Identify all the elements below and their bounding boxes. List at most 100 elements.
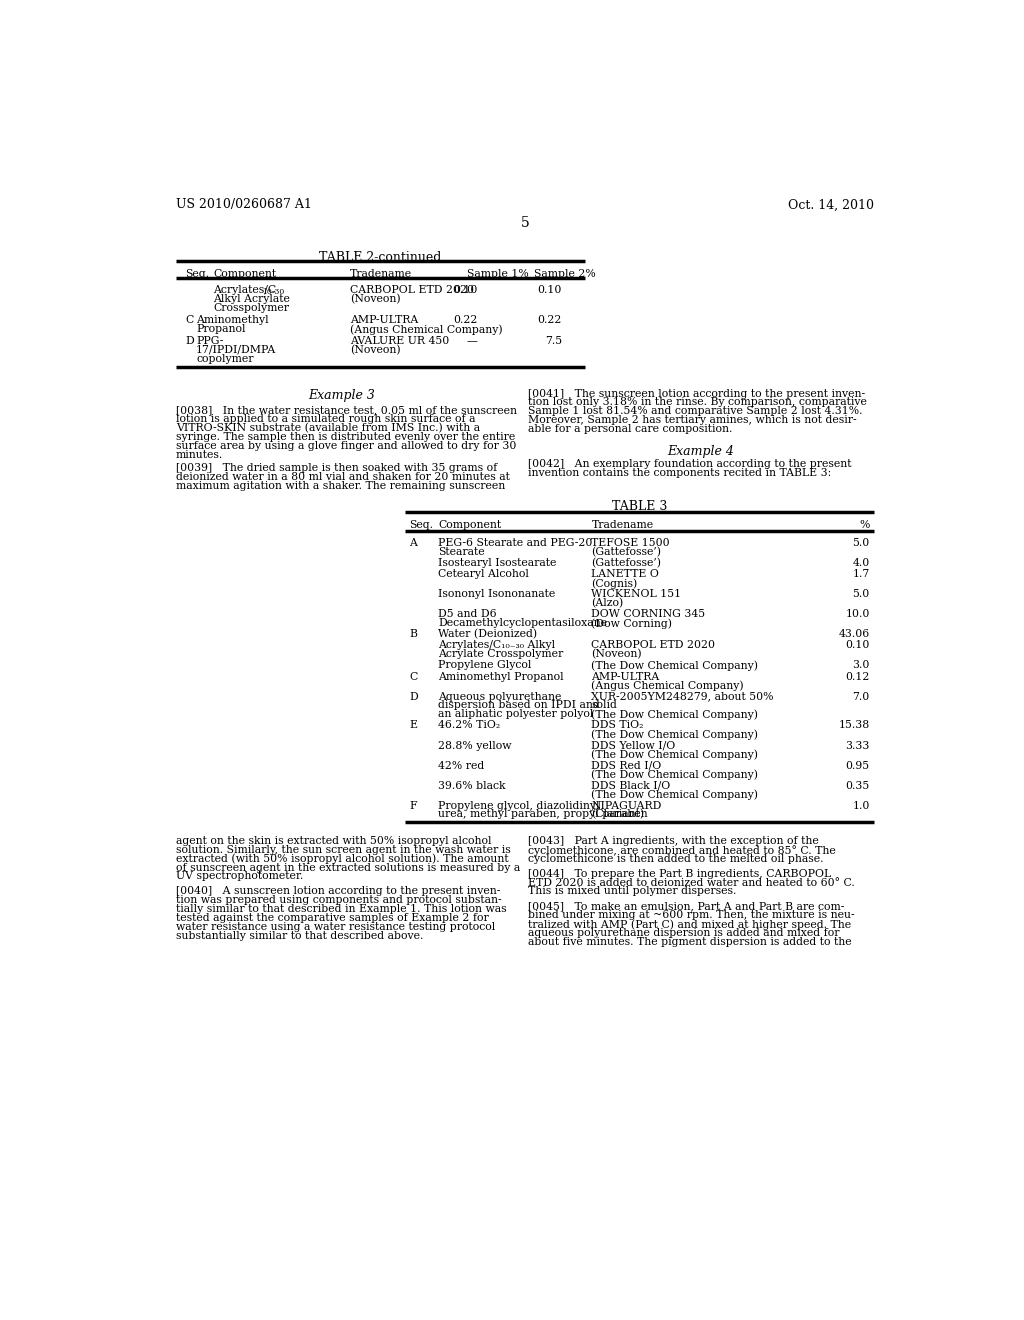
Text: Isostearyl Isostearate: Isostearyl Isostearate: [438, 558, 556, 568]
Text: C: C: [185, 315, 194, 325]
Text: 0.12: 0.12: [845, 672, 869, 681]
Text: Moreover, Sample 2 has tertiary amines, which is not desir-: Moreover, Sample 2 has tertiary amines, …: [528, 416, 856, 425]
Text: tralized with AMP (Part C) and mixed at higher speed. The: tralized with AMP (Part C) and mixed at …: [528, 919, 851, 929]
Text: agent on the skin is extracted with 50% isopropyl alcohol: agent on the skin is extracted with 50% …: [176, 836, 492, 846]
Text: Sample 1 lost 81.54% and comparative Sample 2 lost 4.31%.: Sample 1 lost 81.54% and comparative Sam…: [528, 407, 862, 416]
Text: Seq.: Seq.: [410, 520, 433, 529]
Text: AMP-ULTRA: AMP-ULTRA: [349, 315, 418, 325]
Text: DDS Black I/O: DDS Black I/O: [592, 780, 671, 791]
Text: WICKENOL 151: WICKENOL 151: [592, 589, 682, 599]
Text: 5.0: 5.0: [852, 589, 869, 599]
Text: 0.22: 0.22: [538, 315, 562, 325]
Text: Acrylate Crosspolymer: Acrylate Crosspolymer: [438, 649, 563, 659]
Text: B: B: [410, 630, 417, 639]
Text: Tradename: Tradename: [592, 520, 653, 529]
Text: PEG-6 Stearate and PEG-20: PEG-6 Stearate and PEG-20: [438, 539, 592, 548]
Text: (The Dow Chemical Company): (The Dow Chemical Company): [592, 660, 759, 671]
Text: Alkyl Acrylate: Alkyl Acrylate: [213, 294, 290, 305]
Text: 3.33: 3.33: [845, 741, 869, 751]
Text: [0043]   Part A ingredients, with the exception of the: [0043] Part A ingredients, with the exce…: [528, 836, 818, 846]
Text: an aliphatic polyester polyol: an aliphatic polyester polyol: [438, 709, 593, 719]
Text: 0.35: 0.35: [846, 780, 869, 791]
Text: Water (Deionized): Water (Deionized): [438, 630, 538, 640]
Text: DOW CORNING 345: DOW CORNING 345: [592, 610, 706, 619]
Text: D: D: [185, 335, 195, 346]
Text: D: D: [410, 692, 418, 702]
Text: Component: Component: [438, 520, 501, 529]
Text: 15.38: 15.38: [839, 721, 869, 730]
Text: substantially similar to that described above.: substantially similar to that described …: [176, 931, 424, 941]
Text: 46.2% TiO₂: 46.2% TiO₂: [438, 721, 501, 730]
Text: Isononyl Isononanate: Isononyl Isononanate: [438, 589, 555, 599]
Text: 1.7: 1.7: [852, 569, 869, 579]
Text: surface area by using a glove finger and allowed to dry for 30: surface area by using a glove finger and…: [176, 441, 516, 451]
Text: [0041]   The sunscreen lotion according to the present inven-: [0041] The sunscreen lotion according to…: [528, 388, 865, 399]
Text: Stearate: Stearate: [438, 546, 484, 557]
Text: 5.0: 5.0: [852, 539, 869, 548]
Text: minutes.: minutes.: [176, 450, 223, 459]
Text: invention contains the components recited in TABLE 3:: invention contains the components recite…: [528, 469, 831, 478]
Text: C: C: [410, 672, 418, 681]
Text: 4.0: 4.0: [852, 558, 869, 568]
Text: cyclomethicone is then added to the melted oil phase.: cyclomethicone is then added to the melt…: [528, 854, 823, 863]
Text: AMP-ULTRA: AMP-ULTRA: [592, 672, 659, 681]
Text: 7.5: 7.5: [545, 335, 562, 346]
Text: [0044]   To prepare the Part B ingredients, CARBOPOL: [0044] To prepare the Part B ingredients…: [528, 869, 831, 879]
Text: 10.0: 10.0: [845, 610, 869, 619]
Text: 0.22: 0.22: [454, 315, 477, 325]
Text: tially similar to that described in Example 1. This lotion was: tially similar to that described in Exam…: [176, 904, 507, 915]
Text: DDS TiO₂: DDS TiO₂: [592, 721, 644, 730]
Text: 0.10: 0.10: [845, 640, 869, 651]
Text: solid: solid: [592, 701, 617, 710]
Text: (Angus Chemical Company): (Angus Chemical Company): [592, 681, 744, 692]
Text: UV spectrophotometer.: UV spectrophotometer.: [176, 871, 303, 882]
Text: A: A: [410, 539, 417, 548]
Text: 17/IPDI/DMPA: 17/IPDI/DMPA: [197, 345, 276, 355]
Text: LANETTE O: LANETTE O: [592, 569, 659, 579]
Text: DDS Yellow I/O: DDS Yellow I/O: [592, 741, 676, 751]
Text: lotion is applied to a simulated rough skin surface of a: lotion is applied to a simulated rough s…: [176, 414, 475, 425]
Text: 39.6% black: 39.6% black: [438, 780, 506, 791]
Text: Sample 2%: Sample 2%: [535, 268, 596, 279]
Text: (The Dow Chemical Company): (The Dow Chemical Company): [592, 770, 759, 780]
Text: aqueous polyurethane dispersion is added and mixed for: aqueous polyurethane dispersion is added…: [528, 928, 840, 939]
Text: (Noveon): (Noveon): [592, 649, 642, 660]
Text: syringe. The sample then is distributed evenly over the entire: syringe. The sample then is distributed …: [176, 432, 515, 442]
Text: Propylene glycol, diazolidinyl: Propylene glycol, diazolidinyl: [438, 800, 599, 810]
Text: Aqueous polyurethane: Aqueous polyurethane: [438, 692, 561, 702]
Text: (Alzo): (Alzo): [592, 598, 624, 609]
Text: Sample 1%: Sample 1%: [467, 268, 528, 279]
Text: of sunscreen agent in the extracted solutions is measured by a: of sunscreen agent in the extracted solu…: [176, 862, 520, 873]
Text: NIPAGUARD: NIPAGUARD: [592, 800, 662, 810]
Text: XUR-2005YM248279, about 50%: XUR-2005YM248279, about 50%: [592, 692, 774, 702]
Text: copolymer: copolymer: [197, 354, 254, 363]
Text: Aminomethyl: Aminomethyl: [197, 315, 269, 325]
Text: 1.0: 1.0: [852, 800, 869, 810]
Text: This is mixed until polymer disperses.: This is mixed until polymer disperses.: [528, 887, 736, 896]
Text: 42% red: 42% red: [438, 760, 484, 771]
Text: Acrylates/C₁₀₋₃₀ Alkyl: Acrylates/C₁₀₋₃₀ Alkyl: [438, 640, 555, 651]
Text: maximum agitation with a shaker. The remaining sunscreen: maximum agitation with a shaker. The rem…: [176, 480, 505, 491]
Text: %: %: [859, 520, 869, 529]
Text: 43.06: 43.06: [839, 630, 869, 639]
Text: Example 3: Example 3: [307, 388, 375, 401]
Text: TABLE 2-continued: TABLE 2-continued: [319, 251, 441, 264]
Text: Crosspolymer: Crosspolymer: [213, 304, 289, 313]
Text: (The Dow Chemical Company): (The Dow Chemical Company): [592, 750, 759, 760]
Text: PPG-: PPG-: [197, 335, 223, 346]
Text: Decamethylcyclopentasiloxane: Decamethylcyclopentasiloxane: [438, 618, 607, 628]
Text: urea, methyl paraben, propyl paraben: urea, methyl paraben, propyl paraben: [438, 809, 647, 820]
Text: Aminomethyl Propanol: Aminomethyl Propanol: [438, 672, 563, 681]
Text: (Noveon): (Noveon): [349, 294, 400, 305]
Text: Tradename: Tradename: [349, 268, 412, 279]
Text: (Noveon): (Noveon): [349, 345, 400, 355]
Text: AVALURE UR 450: AVALURE UR 450: [349, 335, 449, 346]
Text: 0.10: 0.10: [454, 285, 477, 296]
Text: extracted (with 50% isopropyl alcohol solution). The amount: extracted (with 50% isopropyl alcohol so…: [176, 854, 509, 865]
Text: bined under mixing at ~600 rpm. Then, the mixture is neu-: bined under mixing at ~600 rpm. Then, th…: [528, 911, 854, 920]
Text: Component: Component: [213, 268, 276, 279]
Text: Example 4: Example 4: [668, 445, 734, 458]
Text: Propylene Glycol: Propylene Glycol: [438, 660, 531, 671]
Text: US 2010/0260687 A1: US 2010/0260687 A1: [176, 198, 312, 211]
Text: (Angus Chemical Company): (Angus Chemical Company): [349, 323, 503, 334]
